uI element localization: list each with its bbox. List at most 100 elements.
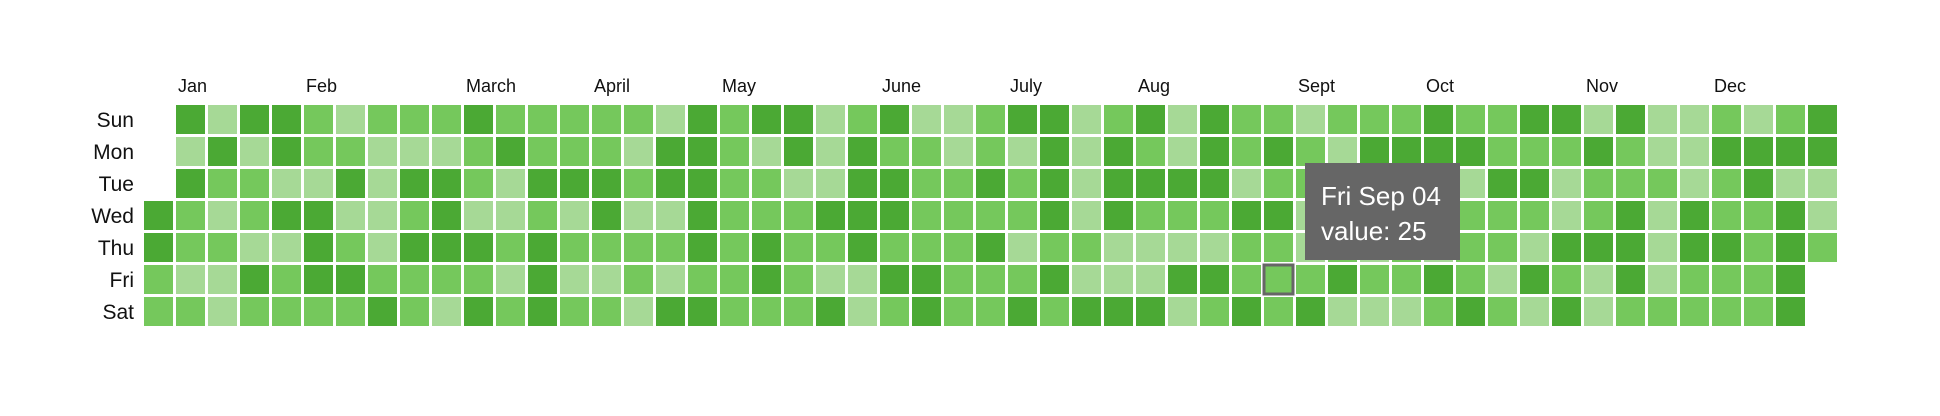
heatmap-cell[interactable]	[816, 297, 845, 326]
heatmap-cell[interactable]	[880, 265, 909, 294]
heatmap-cell[interactable]	[496, 137, 525, 166]
heatmap-cell[interactable]	[1520, 201, 1549, 230]
heatmap-cell[interactable]	[208, 105, 237, 134]
heatmap-cell[interactable]	[464, 201, 493, 230]
heatmap-cell[interactable]	[1392, 265, 1421, 294]
heatmap-cell[interactable]	[496, 201, 525, 230]
heatmap-cell[interactable]	[624, 201, 653, 230]
heatmap-cell[interactable]	[1264, 233, 1293, 262]
heatmap-cell[interactable]	[528, 297, 557, 326]
heatmap-cell[interactable]	[624, 297, 653, 326]
heatmap-cell[interactable]	[848, 105, 877, 134]
heatmap-cell[interactable]	[784, 201, 813, 230]
heatmap-cell[interactable]	[1552, 169, 1581, 198]
heatmap-cell-highlighted[interactable]	[1262, 263, 1295, 296]
heatmap-cell[interactable]	[720, 169, 749, 198]
heatmap-cell[interactable]	[976, 137, 1005, 166]
heatmap-cell[interactable]	[528, 201, 557, 230]
heatmap-cell[interactable]	[592, 105, 621, 134]
heatmap-cell[interactable]	[1200, 201, 1229, 230]
heatmap-cell[interactable]	[1680, 297, 1709, 326]
heatmap-cell[interactable]	[720, 137, 749, 166]
heatmap-cell[interactable]	[304, 137, 333, 166]
heatmap-cell[interactable]	[816, 105, 845, 134]
heatmap-cell[interactable]	[1776, 105, 1805, 134]
heatmap-cell[interactable]	[944, 233, 973, 262]
heatmap-cell[interactable]	[1104, 265, 1133, 294]
heatmap-cell[interactable]	[368, 233, 397, 262]
heatmap-cell[interactable]	[464, 297, 493, 326]
heatmap-cell[interactable]	[592, 233, 621, 262]
heatmap-cell[interactable]	[784, 137, 813, 166]
heatmap-cell[interactable]	[208, 169, 237, 198]
heatmap-cell[interactable]	[720, 297, 749, 326]
heatmap-cell[interactable]	[1584, 297, 1613, 326]
heatmap-cell[interactable]	[1808, 201, 1837, 230]
heatmap-cell[interactable]	[1232, 169, 1261, 198]
heatmap-cell[interactable]	[880, 297, 909, 326]
heatmap-cell[interactable]	[880, 233, 909, 262]
heatmap-cell[interactable]	[1680, 105, 1709, 134]
heatmap-cell[interactable]	[1040, 233, 1069, 262]
heatmap-cell[interactable]	[560, 137, 589, 166]
heatmap-cell[interactable]	[304, 265, 333, 294]
heatmap-cell[interactable]	[1744, 137, 1773, 166]
heatmap-cell[interactable]	[912, 201, 941, 230]
heatmap-cell[interactable]	[976, 265, 1005, 294]
heatmap-cell[interactable]	[528, 233, 557, 262]
heatmap-cell[interactable]	[1584, 233, 1613, 262]
heatmap-cell[interactable]	[656, 297, 685, 326]
heatmap-cell[interactable]	[784, 265, 813, 294]
heatmap-cell[interactable]	[1584, 169, 1613, 198]
heatmap-cell[interactable]	[1072, 169, 1101, 198]
heatmap-cell[interactable]	[1040, 297, 1069, 326]
heatmap-cell[interactable]	[976, 201, 1005, 230]
heatmap-cell[interactable]	[880, 201, 909, 230]
heatmap-cell[interactable]	[816, 233, 845, 262]
heatmap-cell[interactable]	[464, 169, 493, 198]
heatmap-cell[interactable]	[1424, 137, 1453, 166]
heatmap-cell[interactable]	[976, 297, 1005, 326]
heatmap-cell[interactable]	[1456, 297, 1485, 326]
heatmap-cell[interactable]	[176, 169, 205, 198]
heatmap-cell[interactable]	[560, 233, 589, 262]
heatmap-cell[interactable]	[1200, 297, 1229, 326]
heatmap-cell[interactable]	[944, 265, 973, 294]
heatmap-cell[interactable]	[1008, 233, 1037, 262]
heatmap-cell[interactable]	[912, 297, 941, 326]
heatmap-cell[interactable]	[1232, 297, 1261, 326]
heatmap-cell[interactable]	[1296, 297, 1325, 326]
heatmap-cell[interactable]	[240, 233, 269, 262]
heatmap-cell[interactable]	[1360, 297, 1389, 326]
heatmap-cell[interactable]	[1552, 137, 1581, 166]
heatmap-cell[interactable]	[816, 169, 845, 198]
heatmap-cell[interactable]	[1616, 265, 1645, 294]
heatmap-cell[interactable]	[1424, 297, 1453, 326]
heatmap-cell[interactable]	[1584, 105, 1613, 134]
heatmap-cell[interactable]	[1008, 297, 1037, 326]
heatmap-cell[interactable]	[368, 201, 397, 230]
heatmap-cell[interactable]	[272, 169, 301, 198]
heatmap-cell[interactable]	[1328, 105, 1357, 134]
heatmap-cell[interactable]	[592, 297, 621, 326]
heatmap-cell[interactable]	[1648, 169, 1677, 198]
heatmap-cell[interactable]	[912, 137, 941, 166]
heatmap-cell[interactable]	[944, 105, 973, 134]
heatmap-cell[interactable]	[592, 169, 621, 198]
heatmap-cell[interactable]	[752, 201, 781, 230]
heatmap-cell[interactable]	[1520, 105, 1549, 134]
heatmap-cell[interactable]	[1744, 169, 1773, 198]
heatmap-cell[interactable]	[848, 297, 877, 326]
heatmap-cell[interactable]	[1712, 169, 1741, 198]
heatmap-cell[interactable]	[240, 265, 269, 294]
heatmap-cell[interactable]	[1008, 105, 1037, 134]
heatmap-cell[interactable]	[432, 297, 461, 326]
heatmap-cell[interactable]	[304, 169, 333, 198]
heatmap-cell[interactable]	[880, 169, 909, 198]
heatmap-cell[interactable]	[1136, 233, 1165, 262]
heatmap-cell[interactable]	[1008, 201, 1037, 230]
heatmap-cell[interactable]	[1040, 137, 1069, 166]
heatmap-cell[interactable]	[1360, 137, 1389, 166]
heatmap-cell[interactable]	[720, 201, 749, 230]
heatmap-cell[interactable]	[176, 201, 205, 230]
